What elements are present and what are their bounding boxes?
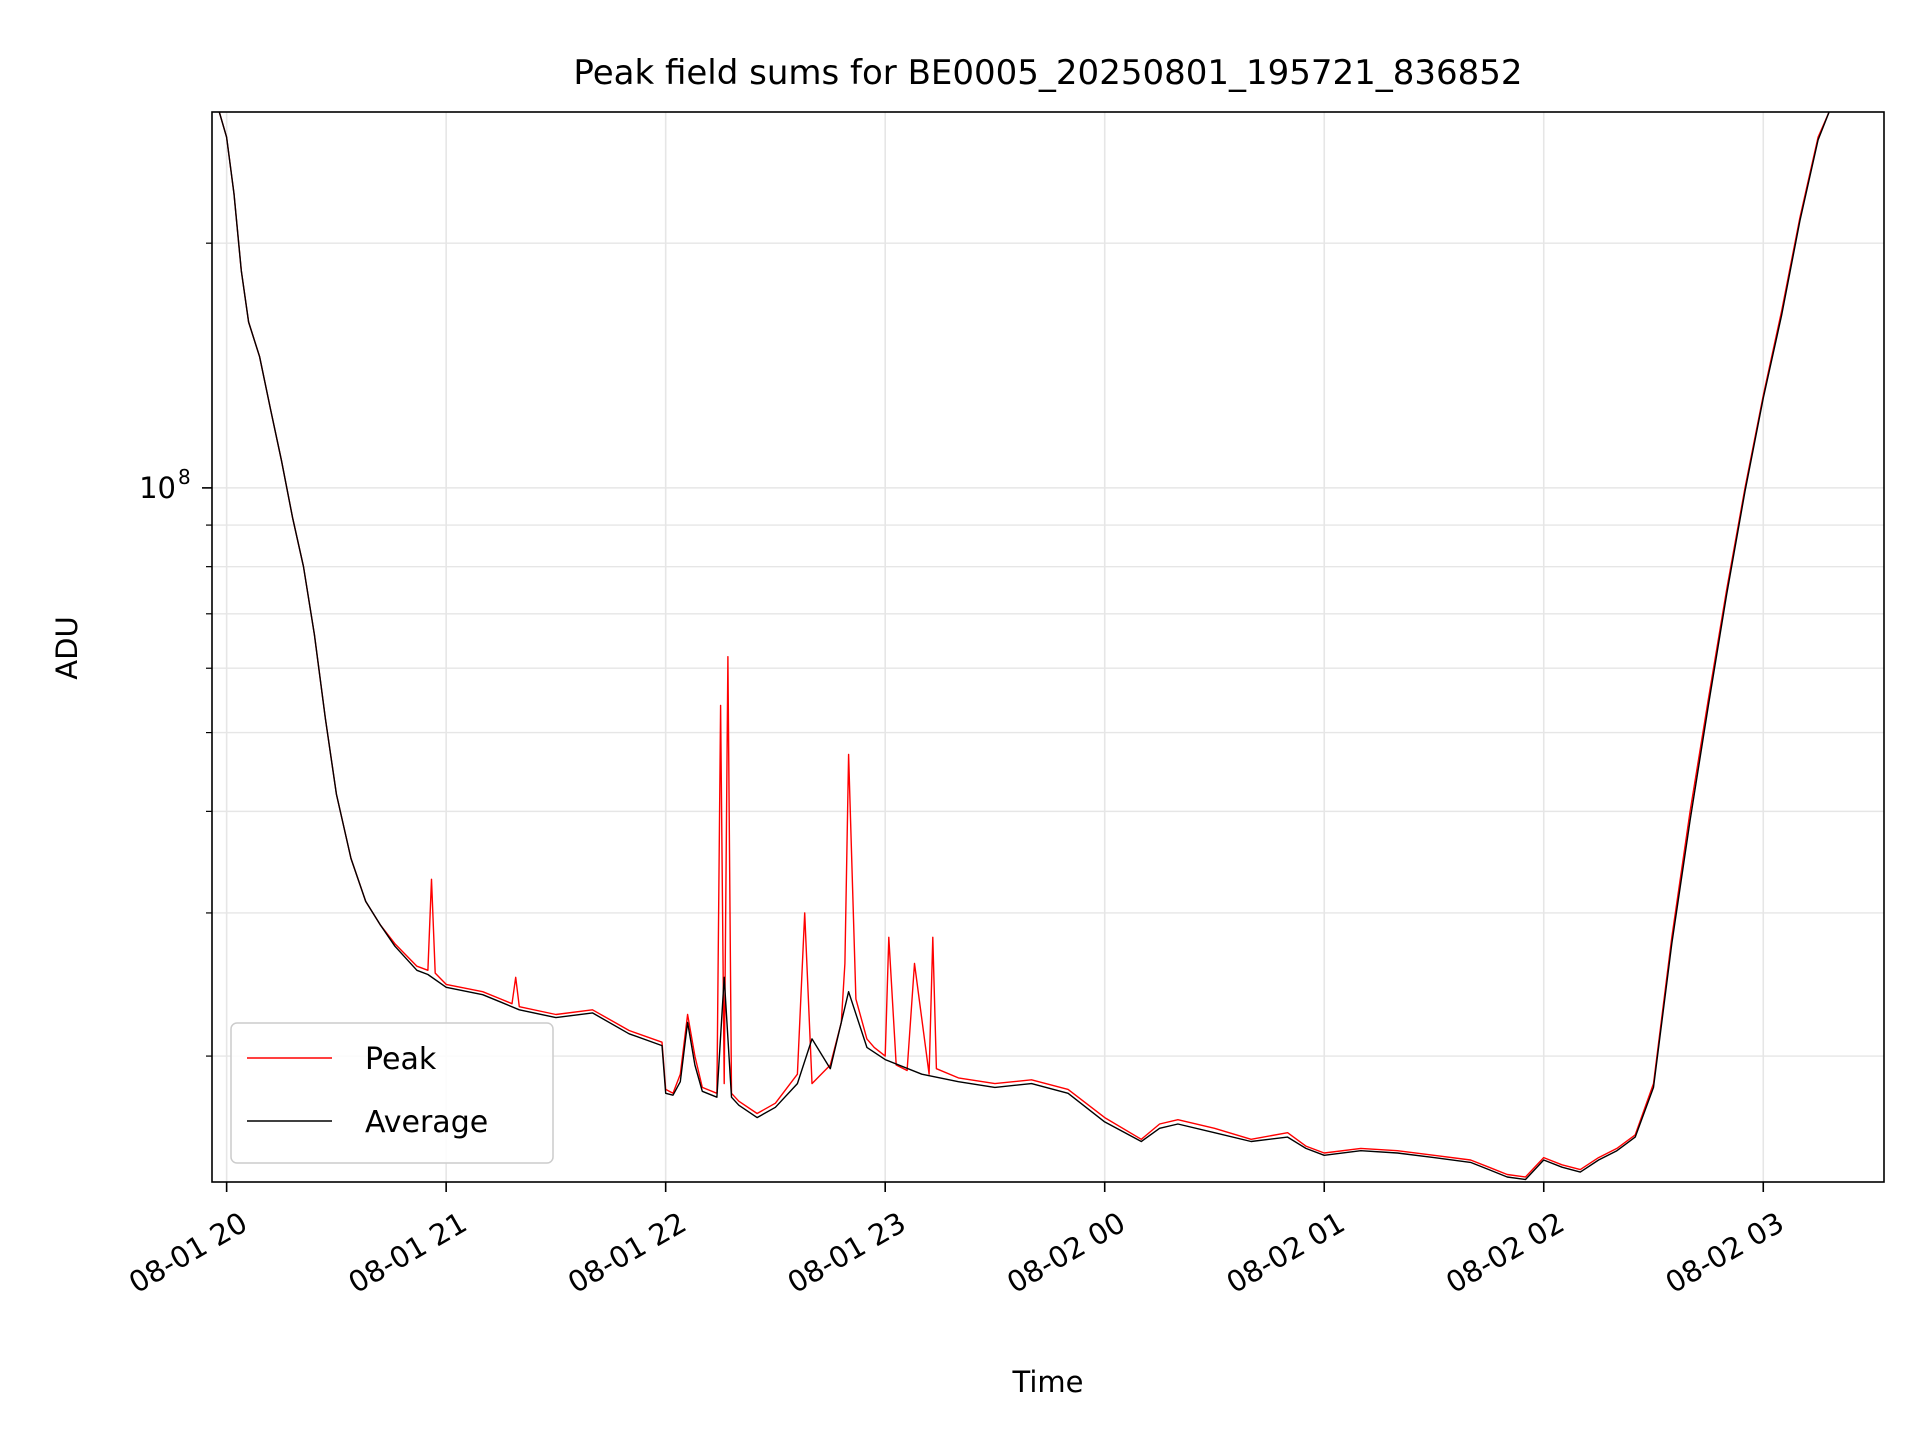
y-axis-label: ADU — [50, 616, 84, 679]
series-line-peak — [218, 112, 1830, 1178]
x-axis-label: Time — [1012, 1365, 1084, 1399]
y-tick-label: 10 — [139, 471, 176, 505]
series-line-average — [218, 112, 1830, 1181]
plot-frame — [211, 111, 1885, 1183]
legend-label-peak: Peak — [365, 1042, 437, 1077]
x-tick-label-08-02-01: 08-02 01 — [1221, 1205, 1351, 1300]
x-tick-label-08-02-02: 08-02 02 — [1440, 1205, 1570, 1300]
series-layer — [218, 112, 1830, 1181]
x-tick-label-08-02-00: 08-02 00 — [1001, 1205, 1131, 1300]
legend: Peak Average — [230, 1022, 554, 1164]
chart-title: Peak field sums for BE0005_20250801_1957… — [573, 53, 1522, 93]
x-tick-label-08-01-20: 08-01 20 — [123, 1205, 253, 1300]
y-tick-label-exponent: 8 — [178, 465, 191, 489]
x-tick-label-08-01-23: 08-01 23 — [782, 1205, 912, 1300]
x-tick-label-08-01-22: 08-01 22 — [562, 1205, 692, 1300]
grid-lines — [212, 112, 1884, 1182]
x-tick-label-08-02-03: 08-02 03 — [1660, 1205, 1790, 1300]
x-tick-label-08-01-21: 08-01 21 — [343, 1205, 473, 1300]
legend-label-average: Average — [365, 1105, 488, 1140]
